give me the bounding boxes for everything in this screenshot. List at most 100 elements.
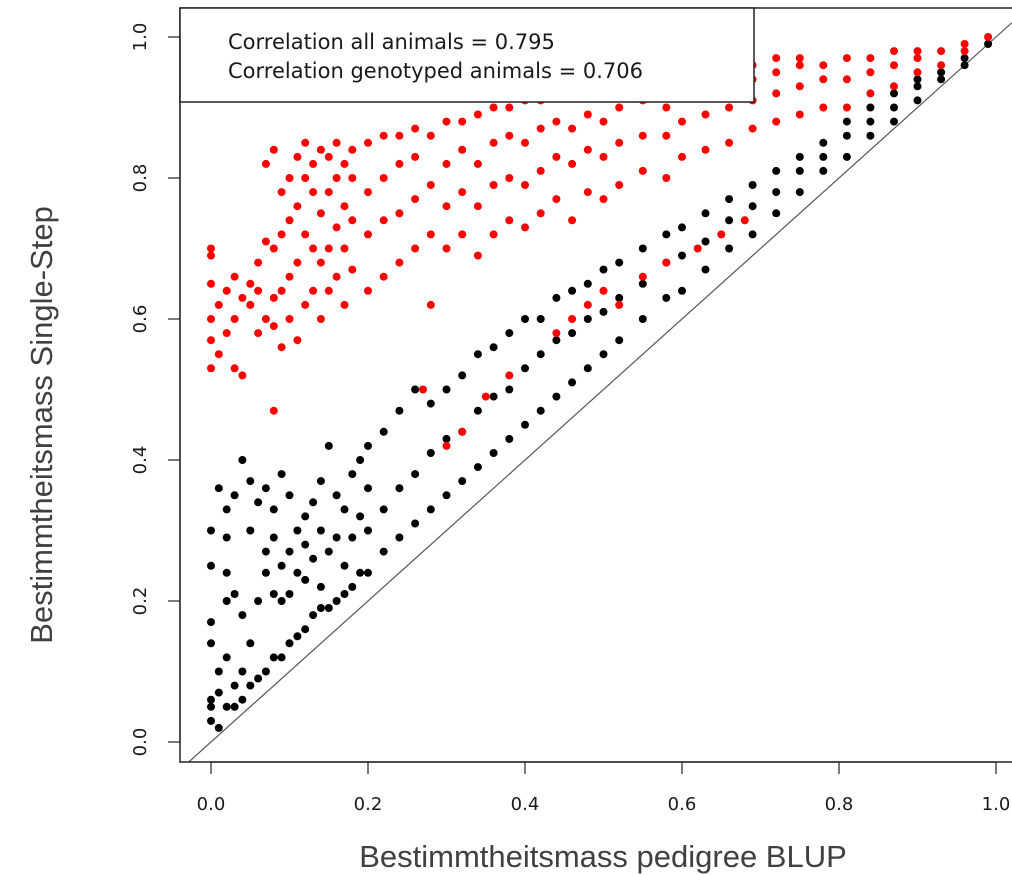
all-animals-point [356, 512, 365, 521]
genotyped-animals-point [301, 230, 310, 239]
genotyped-animals-point [866, 68, 875, 77]
all-animals-point [214, 667, 223, 676]
all-animals-point [913, 82, 922, 91]
all-animals-point [937, 68, 946, 77]
genotyped-animals-point [678, 117, 686, 126]
genotyped-animals-point [426, 230, 435, 239]
genotyped-animals-point [772, 89, 781, 98]
x-tick-label: 0.4 [511, 794, 540, 815]
all-animals-point [238, 695, 247, 704]
genotyped-animals-point [246, 279, 255, 288]
genotyped-animals-point [324, 286, 333, 295]
genotyped-animals-point [207, 336, 215, 345]
genotyped-animals-point [332, 138, 341, 147]
genotyped-animals-point [937, 61, 946, 70]
genotyped-animals-point [348, 145, 357, 154]
genotyped-animals-point [348, 265, 357, 274]
genotyped-animals-point [269, 406, 278, 415]
x-tick-label: 0.2 [354, 794, 383, 815]
all-animals-point [222, 653, 231, 662]
genotyped-animals-point [772, 54, 781, 63]
genotyped-animals-point [748, 124, 757, 133]
all-animals-point [277, 597, 286, 605]
genotyped-animals-point [207, 244, 215, 253]
genotyped-animals-point [866, 54, 875, 63]
genotyped-animals-point [473, 251, 482, 260]
genotyped-animals-point [568, 124, 577, 133]
genotyped-animals-point [505, 371, 514, 380]
all-animals-point [552, 336, 561, 345]
genotyped-animals-point [285, 272, 294, 281]
genotyped-animals-point [473, 202, 482, 211]
genotyped-animals-point [254, 329, 263, 338]
genotyped-animals-point [301, 138, 310, 147]
all-animals-point [599, 265, 608, 274]
genotyped-animals-point [348, 174, 357, 182]
genotyped-animals-point [615, 181, 624, 189]
genotyped-animals-point [340, 159, 349, 168]
genotyped-animals-point [693, 244, 702, 253]
all-animals-point [324, 604, 333, 612]
genotyped-animals-point [442, 117, 451, 126]
genotyped-animals-point [536, 166, 545, 175]
all-animals-point [725, 244, 734, 253]
genotyped-animals-point [214, 350, 223, 359]
x-axis: 0.0 0.2 0.4 0.6 0.8 1.0 [197, 761, 1010, 815]
genotyped-animals-point [795, 61, 804, 70]
genotyped-animals-point [207, 315, 215, 323]
all-animals-point [261, 568, 270, 577]
all-animals-point [819, 166, 828, 175]
genotyped-animals-point [583, 188, 592, 197]
genotyped-animals-point [207, 251, 215, 260]
all-animals-point [725, 195, 734, 204]
all-animals-point [599, 307, 608, 316]
genotyped-animals-point [795, 82, 804, 91]
all-animals-point [301, 625, 310, 634]
all-animals-point [842, 131, 851, 140]
genotyped-animals-point [348, 216, 357, 225]
all-animals-point [222, 702, 231, 711]
genotyped-animals-point [521, 223, 529, 232]
genotyped-animals-point [285, 174, 294, 182]
genotyped-animals-point [678, 152, 686, 161]
all-animals-point [521, 364, 529, 373]
all-animals-point [332, 491, 341, 500]
genotyped-animals-point [717, 230, 726, 239]
x-tick-label: 0.8 [825, 794, 854, 815]
genotyped-animals-point [332, 223, 341, 232]
y-axis-title: Bestimmtheitsmass Single-Step [24, 206, 59, 644]
all-animals-point [207, 716, 215, 725]
all-animals-point [285, 547, 294, 556]
genotyped-animals-point [913, 68, 922, 77]
all-animals-point [269, 505, 278, 514]
legend-line-genotyped-animals: Correlation genotyped animals = 0.706 [228, 59, 643, 83]
all-animals-point [324, 441, 333, 450]
genotyped-animals-point [230, 272, 239, 281]
genotyped-animals-point [913, 47, 922, 56]
genotyped-animals-point [473, 110, 482, 119]
all-animals-point [230, 491, 239, 500]
genotyped-animals-point [662, 174, 671, 182]
genotyped-animals-point [890, 47, 898, 56]
genotyped-animals-point [740, 216, 749, 225]
genotyped-animals-point [505, 216, 514, 225]
all-animals-point [536, 315, 545, 323]
all-animals-point [395, 406, 404, 415]
genotyped-animals-point [615, 103, 624, 112]
all-animals-point [364, 484, 372, 493]
genotyped-animals-point [411, 195, 420, 204]
genotyped-animals-point [324, 152, 333, 161]
genotyped-animals-point [890, 61, 898, 70]
genotyped-animals-point [395, 209, 404, 218]
all-animals-point [214, 688, 223, 697]
genotyped-animals-point [473, 159, 482, 168]
all-animals-point [583, 315, 592, 323]
all-animals-point [222, 533, 231, 542]
genotyped-animals-point [269, 244, 278, 253]
all-animals-point [309, 554, 318, 563]
genotyped-animals-point [316, 258, 325, 267]
genotyped-animals-point [207, 364, 215, 373]
genotyped-animals-point [301, 300, 310, 309]
genotyped-animals-point [984, 33, 993, 41]
